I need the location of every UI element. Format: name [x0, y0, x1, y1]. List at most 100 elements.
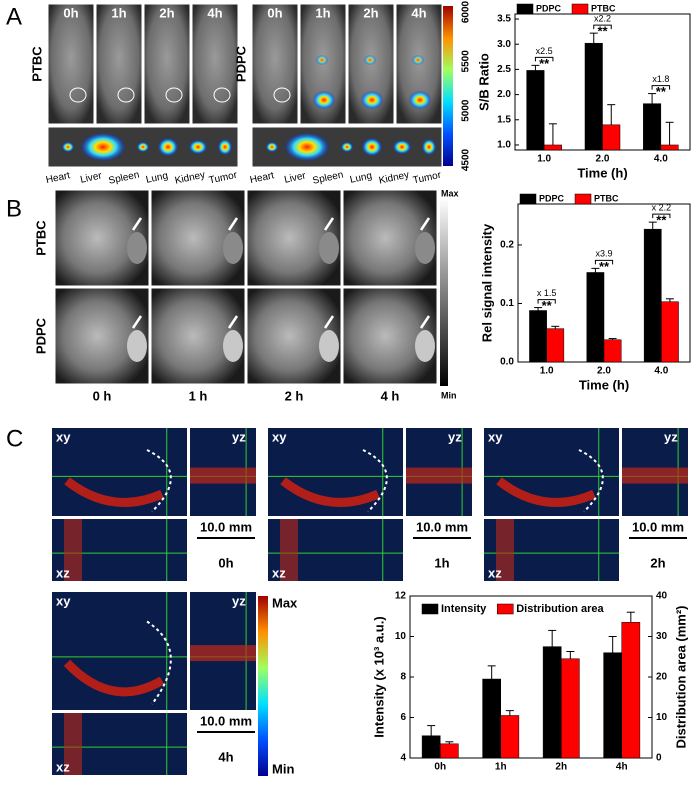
- legend-swatch: [571, 3, 589, 15]
- arrow: [227, 217, 239, 231]
- tumor: [127, 330, 147, 362]
- bar: [542, 646, 562, 759]
- significance: **: [599, 259, 610, 274]
- bar: [529, 310, 547, 363]
- x-tick-label: 4h: [616, 762, 628, 773]
- arrow: [419, 217, 431, 231]
- organ-signal: [266, 142, 278, 152]
- view-label: yz: [664, 429, 678, 444]
- fold-annotation: x2.2: [594, 14, 611, 24]
- y2-tick-label: 40: [656, 591, 668, 602]
- x-tick-label: 4.0: [654, 366, 668, 377]
- signal-arc: [63, 659, 165, 697]
- x-tick-label: 1.0: [540, 366, 554, 377]
- tumor: [415, 330, 435, 362]
- bracket: [652, 213, 671, 219]
- y2-axis-label: Distribution area (mm²): [673, 605, 688, 748]
- y-tick-label: 1.0: [497, 140, 511, 151]
- y-tick-label: 10: [395, 631, 407, 642]
- bar: [584, 42, 603, 151]
- colorbar: [258, 596, 268, 776]
- arrow: [323, 315, 335, 329]
- organ-label: Spleen: [312, 170, 345, 187]
- legend-swatch: [574, 193, 592, 205]
- time-label: 2 h: [285, 388, 304, 403]
- significance: **: [656, 213, 667, 228]
- bracket: [594, 259, 614, 265]
- bar: [526, 70, 545, 151]
- view-label: xy: [56, 429, 71, 444]
- scale-label: 10.0 mm: [200, 519, 252, 534]
- y-axis-label: Rel signal intensity: [479, 223, 494, 342]
- signal: [409, 91, 431, 109]
- panel-letter: A: [6, 3, 22, 30]
- y-tick-label: 4: [400, 753, 406, 764]
- tumor-marker: [69, 87, 87, 103]
- bar: [440, 743, 459, 759]
- roi: [146, 620, 172, 705]
- view-label: xy: [488, 429, 503, 444]
- x-tick-label: 0h: [434, 762, 446, 773]
- arrow: [227, 315, 239, 329]
- organ-signal: [362, 138, 382, 156]
- signal-band: [406, 467, 472, 484]
- signal: [316, 55, 328, 65]
- y-tick-label: 12: [395, 591, 407, 602]
- significance: **: [597, 24, 608, 39]
- y2-tick-label: 20: [656, 672, 668, 683]
- arrow: [131, 217, 143, 231]
- y-tick-label: 3.0: [497, 39, 511, 50]
- signal-band: [190, 645, 256, 662]
- time-label: 2h: [363, 5, 378, 20]
- organ-signal: [62, 142, 74, 152]
- time-label: 4h: [411, 5, 426, 20]
- y2-tick-label: 0: [656, 753, 662, 764]
- view-label: xy: [272, 429, 287, 444]
- organ-signal: [422, 139, 436, 155]
- time-label: 4h: [218, 749, 233, 764]
- bar: [561, 658, 580, 759]
- organ-label: Lung: [145, 170, 169, 185]
- legend-swatch: [516, 3, 534, 15]
- bar: [500, 715, 520, 759]
- mouse-image: [251, 3, 299, 125]
- bracket: [534, 56, 554, 62]
- bracket: [537, 299, 556, 304]
- bracket: [593, 24, 612, 30]
- signal-arc: [496, 477, 596, 507]
- signal-band: [64, 713, 82, 775]
- fold-annotation: x 2.2: [652, 203, 672, 213]
- y-tick-label: 2.0: [497, 89, 511, 100]
- tumor: [415, 232, 435, 264]
- bar: [586, 272, 605, 363]
- time-label: 0h: [218, 555, 233, 570]
- panel-letter: C: [6, 425, 23, 452]
- legend-label: Intensity: [441, 603, 487, 615]
- tumor: [319, 330, 339, 362]
- organ-label: Spleen: [108, 170, 141, 187]
- y-tick-label: 1.5: [497, 114, 511, 125]
- bar: [621, 622, 641, 759]
- signal-band: [622, 467, 688, 484]
- organ-signal: [341, 142, 353, 152]
- time-label: 0h: [63, 5, 78, 20]
- time-label: 4 h: [381, 388, 400, 403]
- colorbar-max: Max: [272, 595, 298, 610]
- time-label: 2h: [159, 5, 174, 20]
- legend-label: PTBC: [591, 3, 616, 13]
- organ-label: Tumor: [208, 170, 239, 187]
- tumor: [223, 232, 243, 264]
- y-tick-label: 6: [400, 712, 406, 723]
- colorbar-min: Min: [272, 761, 294, 776]
- scale-label: 10.0 mm: [632, 519, 684, 534]
- legend-swatch: [496, 603, 514, 615]
- time-label: 1h: [315, 5, 330, 20]
- signal-band: [190, 467, 256, 484]
- tumor-marker: [213, 87, 231, 103]
- panel-letter: B: [6, 195, 22, 222]
- y-tick-label: 2.5: [497, 64, 511, 75]
- bar: [543, 144, 562, 151]
- arrow: [323, 217, 335, 231]
- signal-band: [64, 519, 82, 581]
- significance: **: [542, 298, 553, 313]
